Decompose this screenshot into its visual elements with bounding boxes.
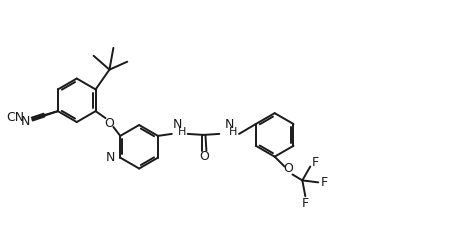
Text: O: O xyxy=(200,150,209,163)
Text: H: H xyxy=(177,127,186,137)
Text: O: O xyxy=(284,162,293,175)
Text: N: N xyxy=(225,117,234,131)
Text: O: O xyxy=(104,116,115,130)
Text: F: F xyxy=(312,156,319,169)
Text: CN: CN xyxy=(6,111,24,123)
Text: F: F xyxy=(302,197,309,210)
Text: N: N xyxy=(106,151,116,164)
Text: N: N xyxy=(173,117,182,131)
Text: F: F xyxy=(321,176,328,189)
Text: H: H xyxy=(229,127,237,137)
Text: N: N xyxy=(21,115,30,128)
